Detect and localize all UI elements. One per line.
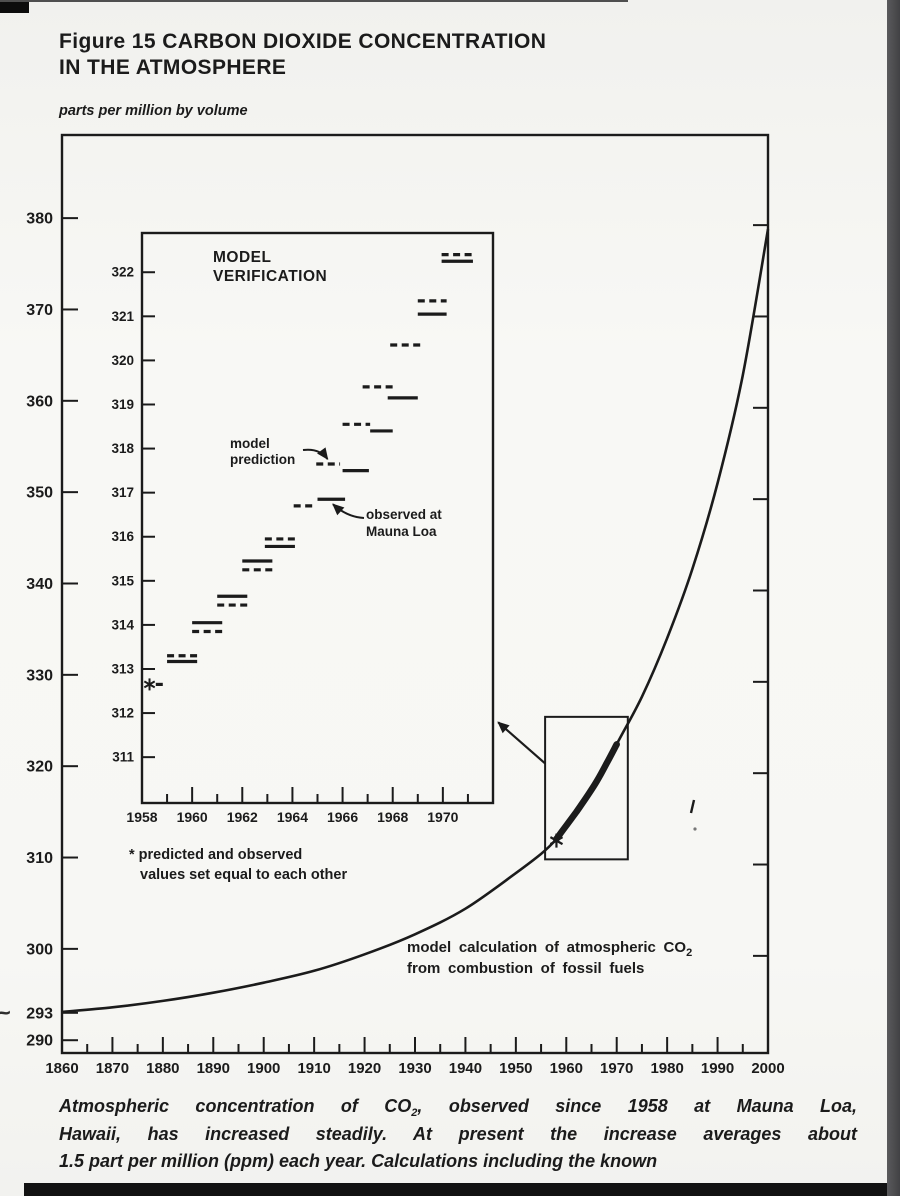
zoom-region-rect: [544, 715, 629, 861]
inset-y-tick-label: 314: [111, 617, 134, 632]
main-x-tick-label: 1920: [348, 1060, 381, 1077]
stray-mark-dot: [693, 827, 697, 831]
curve-annotation-line1: model calculation of atmospheric CO2: [407, 939, 693, 959]
figure-title-line1: Figure 15 CARBON DIOXIDE CONCENTRATION: [59, 30, 547, 53]
observed-annotation-line1: observed at: [366, 507, 442, 522]
scan-edge-right-band: [887, 0, 900, 1196]
stray-mark-apostrophe: [689, 799, 696, 814]
asterisk-footnote-line2: values set equal to each other: [140, 867, 348, 883]
model-prediction-annotation: model prediction: [230, 436, 296, 467]
figure-caption: Atmospheric concentration of CO2, observ…: [59, 1093, 857, 1176]
inset-y-tick-label: 320: [111, 353, 134, 368]
caption-line2: Hawaii, has increased steadily. At prese…: [59, 1123, 857, 1144]
main-y-tick-label: 350: [26, 485, 53, 502]
figure-title-line2: IN THE ATMOSPHERE: [59, 56, 287, 79]
observed-thick-overlay: [552, 741, 620, 843]
inset-y-tick-label: 311: [112, 750, 134, 765]
inset-pointer-arrowhead: [497, 721, 510, 734]
inset-chart-title: MODEL VERIFICATION: [213, 249, 328, 285]
observed-mauna-loa-annotation: observed at Mauna Loa: [366, 507, 481, 540]
main-y-tick-label: 300: [26, 941, 53, 958]
main-x-tick-label: 1880: [146, 1060, 179, 1077]
inset-y-tick-label: 319: [111, 397, 134, 412]
main-y-tick-label: 360: [26, 393, 53, 410]
main-x-tick-label: 1930: [398, 1060, 431, 1077]
main-x-tick-label: 1990: [701, 1060, 734, 1077]
inset-x-tick-label: 1964: [277, 809, 308, 825]
scan-edge-bottom-band: [24, 1183, 887, 1196]
main-x-tick-label: 1940: [449, 1060, 482, 1077]
inset-x-tick-label: 1962: [227, 809, 258, 825]
asterisk-footnote-line1: * predicted and observed: [129, 847, 303, 863]
main-x-tick-label: 1890: [197, 1060, 230, 1077]
main-y-tick-label: 370: [26, 302, 53, 319]
caption-line1: Atmospheric concentration of CO2, observ…: [59, 1096, 858, 1119]
inset-y-tick-label: 318: [111, 441, 134, 456]
main-x-tick-label: 1980: [650, 1060, 683, 1077]
inset-y-tick-label: 315: [111, 573, 134, 588]
inset-x-tick-label: 1960: [177, 809, 208, 825]
inset-x-tick-label: 1966: [327, 809, 358, 825]
observed-annotation-line2: Mauna Loa: [366, 523, 437, 539]
inset-x-tick-label: 1968: [377, 809, 408, 825]
main-y-tick-label: 293: [26, 1005, 53, 1022]
main-x-tick-label: 1870: [96, 1060, 129, 1077]
main-x-tick-label: 1860: [45, 1060, 78, 1077]
co2-model-curve: [61, 228, 770, 1014]
main-y-tick-label: 380: [26, 211, 53, 228]
inset-y-tick-label: 317: [111, 485, 134, 500]
main-x-tick-label: 1960: [550, 1060, 583, 1077]
curve-annotation-line2: from combustion of fossil fuels: [407, 960, 645, 977]
main-x-tick-label: 1970: [600, 1060, 633, 1077]
inset-y-tick-label: 312: [111, 706, 134, 721]
main-x-tick-label: 1950: [499, 1060, 532, 1077]
model-prediction-arrowhead: [317, 447, 329, 460]
main-y-tick-label: 320: [26, 759, 53, 776]
observed-arrowhead: [332, 503, 345, 516]
main-x-tick-label: 1900: [247, 1060, 280, 1077]
asterisk-footnote: * predicted and observed values set equa…: [129, 845, 347, 885]
main-curve-asterisk: [549, 836, 564, 846]
curve-annotation: model calculation of atmospheric CO2 fro…: [407, 937, 692, 979]
main-x-tick-label: 1910: [297, 1060, 330, 1077]
main-plot-frame: [60, 133, 770, 1055]
main-y-tick-label: 310: [26, 850, 53, 867]
scan-edge-top-line: [0, 0, 628, 2]
inset-equal-asterisk: [143, 680, 156, 689]
main-y-tick-label: 340: [26, 576, 53, 593]
inset-y-tick-label: 316: [111, 529, 134, 544]
main-x-tick-label: 2000: [751, 1060, 784, 1077]
main-y-tick-label: 290: [26, 1033, 53, 1050]
caption-line3: 1.5 part per million (ppm) each year. Ca…: [59, 1151, 658, 1171]
inset-x-tick-label: 1958: [126, 809, 157, 825]
inset-x-tick-label: 1970: [427, 809, 458, 825]
inset-y-tick-label: 322: [111, 265, 134, 280]
figure-title: Figure 15 CARBON DIOXIDE CONCENTRATION I…: [59, 29, 546, 81]
inset-y-tick-label: 313: [111, 661, 134, 676]
main-y-tick-label: 330: [26, 667, 53, 684]
inset-y-tick-label: 321: [111, 309, 134, 324]
y-axis-unit-label: parts per million by volume: [59, 103, 248, 119]
scan-corner-notch: [0, 0, 29, 13]
